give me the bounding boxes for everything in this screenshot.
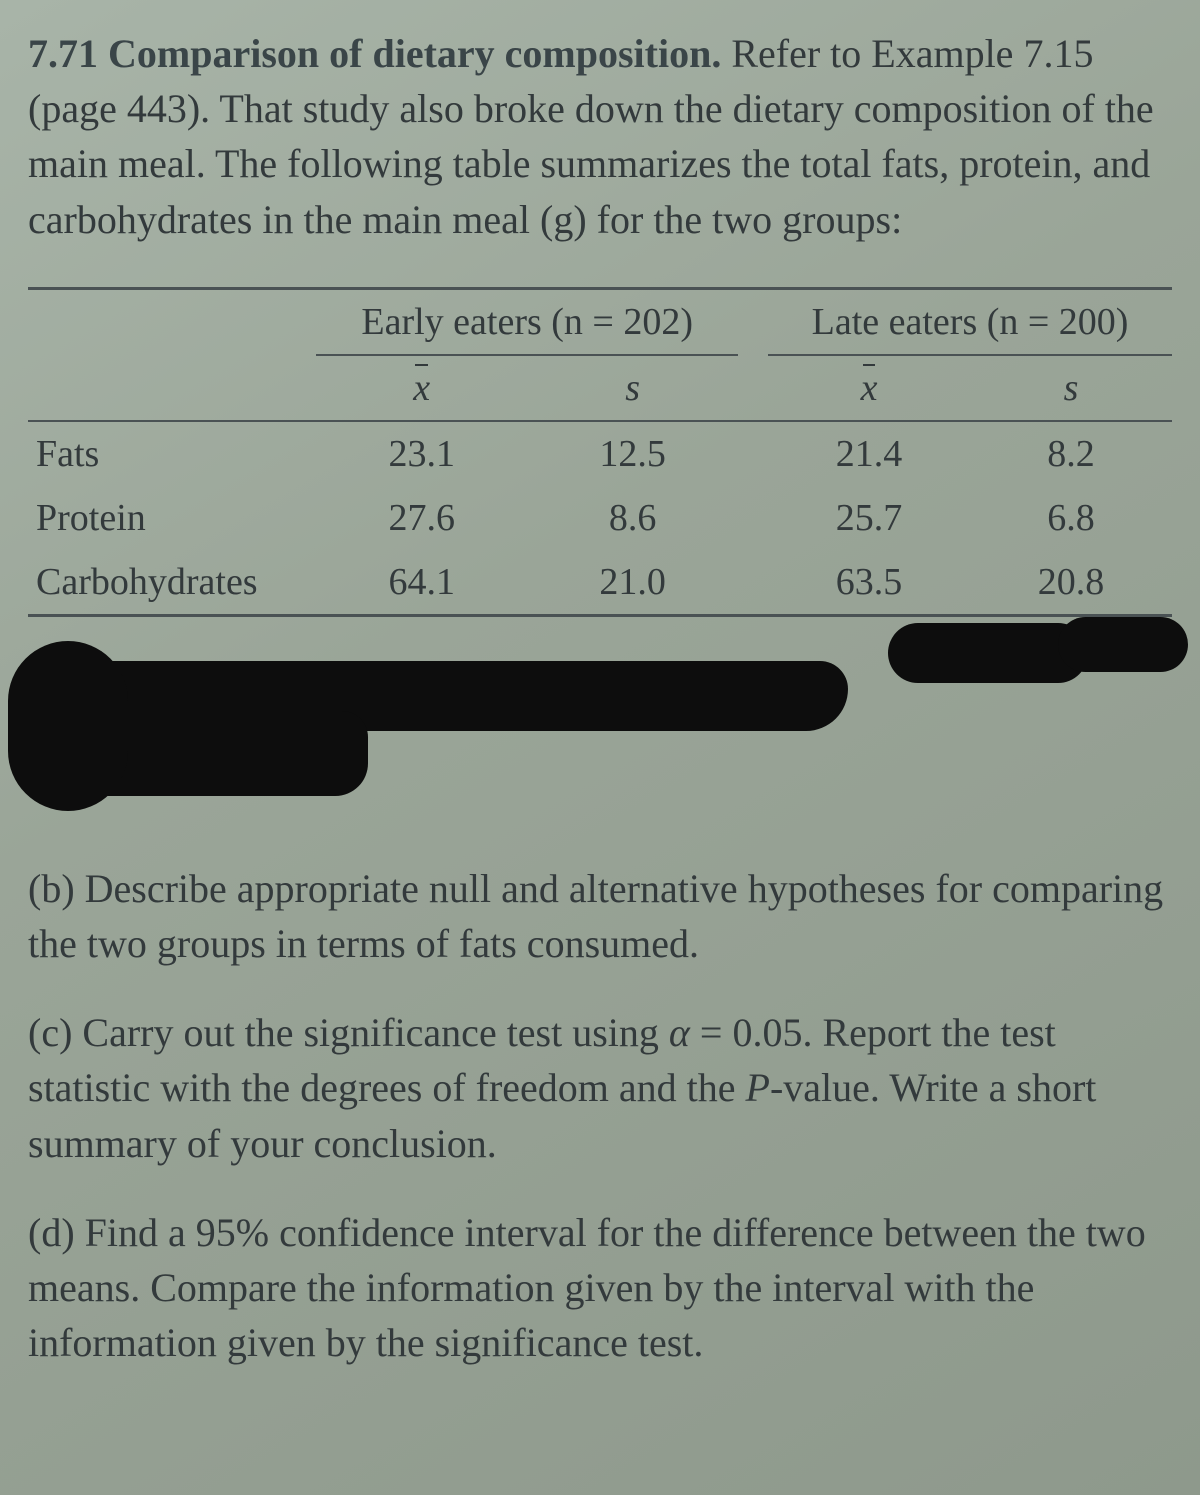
row-label: Protein (28, 486, 316, 550)
cell: 27.6 (316, 486, 527, 550)
problem-title: Comparison of dietary composition. (108, 31, 721, 76)
cell: 8.2 (970, 421, 1172, 486)
problem-intro: 7.71 Comparison of dietary composition. … (28, 26, 1172, 247)
question-b: (b) Describe appropriate null and altern… (28, 861, 1172, 971)
cell: 12.5 (527, 421, 738, 486)
question-c: (c) Carry out the significance test usin… (28, 1005, 1172, 1171)
cell: 23.1 (316, 421, 527, 486)
cell: 21.4 (768, 421, 970, 486)
col-x1: x (316, 355, 527, 421)
data-table: Early eaters (n = 202) Late eaters (n = … (28, 287, 1172, 617)
row-label: Fats (28, 421, 316, 486)
cell: 6.8 (970, 486, 1172, 550)
cell: 21.0 (527, 550, 738, 616)
cell: 63.5 (768, 550, 970, 616)
table-corner (28, 288, 316, 355)
page: 7.71 Comparison of dietary composition. … (0, 0, 1200, 1495)
question-c-text: (c) Carry out the significance test usin… (28, 1010, 1096, 1165)
row-label: Carbohydrates (28, 550, 316, 616)
redacted-region (28, 641, 1172, 831)
col-s1: s (527, 355, 738, 421)
group2-header: Late eaters (n = 200) (768, 288, 1172, 355)
cell: 8.6 (527, 486, 738, 550)
col-x2: x (768, 355, 970, 421)
group1-header: Early eaters (n = 202) (316, 288, 738, 355)
cell: 64.1 (316, 550, 527, 616)
problem-number: 7.71 (28, 31, 98, 76)
cell: 20.8 (970, 550, 1172, 616)
question-d: (d) Find a 95% confidence interval for t… (28, 1205, 1172, 1371)
table-gap (738, 288, 768, 355)
cell: 25.7 (768, 486, 970, 550)
col-s2: s (970, 355, 1172, 421)
table-corner2 (28, 355, 316, 421)
